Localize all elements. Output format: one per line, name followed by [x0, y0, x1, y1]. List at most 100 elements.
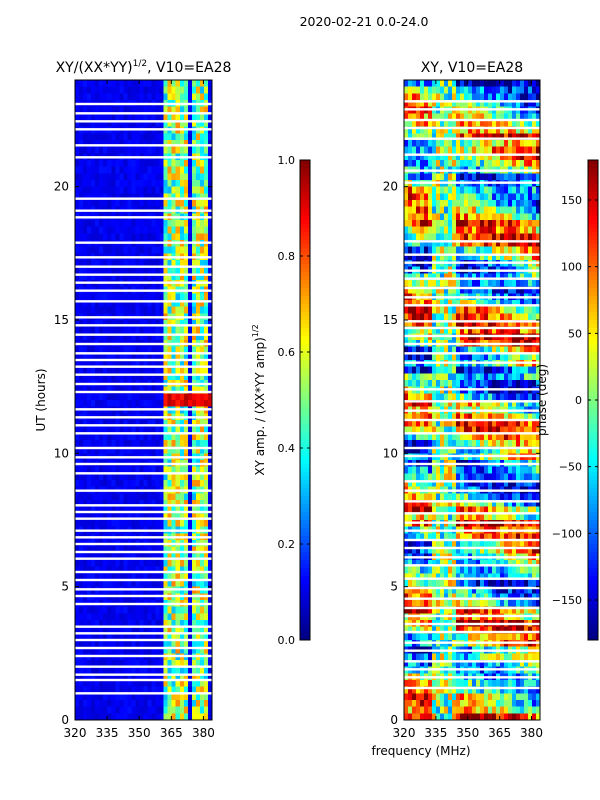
- heatmap-cell: [107, 566, 112, 574]
- heatmap-cell: [147, 573, 153, 581]
- heatmap-cell: [175, 220, 181, 228]
- heatmap-cell: [207, 713, 213, 721]
- heatmap-cell: [404, 153, 409, 161]
- heatmap-cell: [203, 300, 209, 308]
- heatmap-cell: [504, 140, 509, 148]
- heatmap-cell: [187, 400, 193, 408]
- heatmap-cell: [424, 220, 429, 228]
- heatmap-cell: [496, 320, 501, 328]
- heatmap-cell: [155, 373, 161, 381]
- heatmap-cell: [87, 566, 92, 574]
- heatmap-cell: [532, 226, 537, 234]
- heatmap-cell: [500, 313, 505, 321]
- heatmap-cell: [175, 80, 181, 88]
- heatmap-cell: [171, 440, 177, 448]
- heatmap-cell: [115, 446, 120, 454]
- heatmap-cell: [119, 433, 124, 441]
- colorbar-segment: [300, 372, 310, 377]
- heatmap-cell: [99, 440, 104, 448]
- heatmap-cell: [183, 506, 189, 514]
- heatmap-cell: [448, 93, 453, 101]
- heatmap-cell: [480, 300, 485, 308]
- heatmap-cell: [155, 613, 161, 621]
- heatmap-cell: [103, 620, 108, 628]
- heatmap-cell: [151, 133, 157, 141]
- heatmap-cell: [91, 300, 96, 308]
- flagged-gap: [75, 489, 212, 492]
- heatmap-cell: [103, 640, 108, 648]
- heatmap-cell: [528, 200, 533, 208]
- heatmap-cell: [179, 686, 185, 694]
- heatmap-cell: [179, 106, 185, 114]
- flagged-gap: [75, 588, 212, 591]
- colorbar-segment: [300, 368, 310, 373]
- heatmap-cell: [187, 220, 193, 228]
- heatmap-cell: [151, 146, 157, 154]
- heatmap-cell: [167, 166, 173, 174]
- heatmap-cell: [428, 80, 433, 88]
- heatmap-cell: [135, 560, 140, 568]
- heatmap-cell: [408, 320, 413, 328]
- heatmap-cell: [484, 160, 489, 168]
- colorbar-segment: [300, 448, 310, 453]
- heatmap-cell: [448, 206, 453, 214]
- heatmap-cell: [163, 160, 169, 168]
- heatmap-cell: [512, 200, 517, 208]
- heatmap-cell: [444, 220, 449, 228]
- heatmap-cell: [520, 280, 525, 288]
- heatmap-cell: [191, 680, 197, 688]
- heatmap-cell: [428, 353, 433, 361]
- heatmap-cell: [151, 400, 157, 408]
- heatmap-cell: [416, 240, 421, 248]
- heatmap-cell: [468, 326, 473, 334]
- heatmap-cell: [79, 706, 84, 714]
- heatmap-cell: [139, 106, 144, 114]
- heatmap-cell: [536, 313, 541, 321]
- heatmap-cell: [159, 266, 165, 274]
- colorbar-segment: [300, 420, 310, 425]
- heatmap-cell: [179, 560, 185, 568]
- heatmap-cell: [520, 186, 525, 194]
- heatmap-cell: [151, 553, 157, 561]
- heatmap-cell: [87, 513, 92, 521]
- heatmap-cell: [139, 193, 144, 201]
- heatmap-cell: [155, 326, 161, 334]
- heatmap-cell: [139, 673, 144, 681]
- heatmap-cell: [171, 686, 177, 694]
- heatmap-cell: [203, 160, 209, 168]
- heatmap-cell: [464, 253, 469, 261]
- heatmap-cell: [95, 666, 100, 674]
- colorbar-segment: [300, 304, 310, 309]
- heatmap-cell: [532, 220, 537, 228]
- heatmap-cell: [155, 473, 161, 481]
- heatmap-cell: [404, 140, 409, 148]
- heatmap-cell: [103, 146, 108, 154]
- flagged-gap: [75, 462, 212, 466]
- heatmap-cell: [139, 620, 144, 628]
- heatmap-cell: [191, 573, 197, 581]
- heatmap-cell: [127, 473, 132, 481]
- heatmap-cell: [155, 693, 161, 701]
- heatmap-cell: [167, 640, 173, 648]
- heatmap-cell: [147, 620, 153, 628]
- heatmap-cell: [468, 286, 473, 294]
- heatmap-cell: [79, 120, 84, 128]
- heatmap-cell: [496, 213, 501, 221]
- heatmap-cell: [420, 133, 425, 141]
- heatmap-cell: [207, 493, 213, 501]
- heatmap-cell: [488, 246, 493, 254]
- heatmap-cell: [476, 200, 481, 208]
- heatmap-cell: [207, 680, 213, 688]
- heatmap-cell: [99, 220, 104, 228]
- heatmap-cell: [199, 686, 205, 694]
- heatmap-cell: [492, 206, 497, 214]
- heatmap-cell: [143, 553, 149, 561]
- heatmap-cell: [452, 160, 457, 168]
- heatmap-cell: [187, 713, 193, 721]
- heatmap-cell: [91, 626, 96, 634]
- heatmap-cell: [107, 660, 112, 668]
- heatmap-cell: [83, 106, 88, 114]
- heatmap-cell: [103, 493, 108, 501]
- heatmap-cell: [143, 293, 149, 301]
- heatmap-cell: [195, 506, 201, 514]
